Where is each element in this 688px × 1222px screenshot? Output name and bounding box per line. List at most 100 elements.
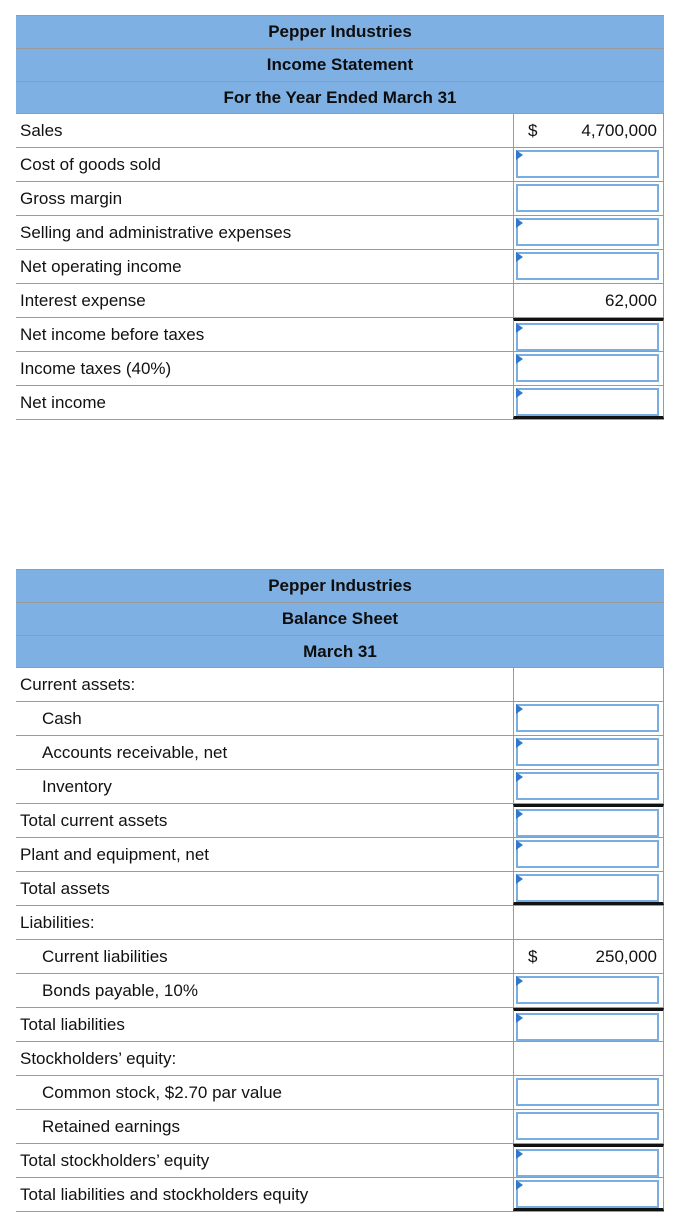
table-row: Total liabilities and stockholders equit… (16, 1178, 664, 1212)
table-row: Net income before taxes (16, 318, 664, 352)
income-statement-period: For the Year Ended March 31 (16, 81, 664, 114)
row-label: Total liabilities and stockholders equit… (20, 1184, 309, 1204)
net-income-before-taxes-input[interactable] (516, 323, 659, 351)
balance-sheet-table: Pepper Industries Balance Sheet March 31… (16, 569, 664, 1212)
balance-sheet-title: Balance Sheet (16, 602, 664, 635)
row-label: Total stockholders’ equity (20, 1150, 210, 1170)
table-row: Total liabilities (16, 1008, 664, 1042)
retained-earnings-input[interactable] (516, 1112, 659, 1140)
row-label: Cost of goods sold (20, 154, 161, 174)
currency-symbol: $ (528, 946, 538, 966)
row-label: Accounts receivable, net (42, 742, 228, 762)
table-row: Total stockholders’ equity (16, 1144, 664, 1178)
row-label: Current liabilities (42, 946, 168, 966)
net-operating-income-input[interactable] (516, 252, 659, 280)
dropdown-marker-icon (516, 840, 523, 850)
net-income-input[interactable] (516, 388, 659, 416)
table-row: Total current assets (16, 804, 664, 838)
balance-sheet-date: March 31 (16, 635, 664, 668)
inventory-input[interactable] (516, 772, 659, 800)
income-taxes-input[interactable] (516, 354, 659, 382)
dropdown-marker-icon (516, 218, 523, 228)
table-row: Plant and equipment, net (16, 838, 664, 872)
balance-sheet-company: Pepper Industries (16, 569, 664, 602)
total-stockholders-equity-input[interactable] (516, 1149, 659, 1177)
gross-margin-input[interactable] (516, 184, 659, 212)
bonds-payable-input[interactable] (516, 976, 659, 1004)
table-row: Interest expense 62,000 (16, 284, 664, 318)
table-row: Retained earnings (16, 1110, 664, 1144)
section-label: Stockholders’ equity: (20, 1048, 177, 1068)
row-label: Selling and administrative expenses (20, 222, 292, 242)
table-row: Current assets: (16, 668, 664, 702)
table-row: Total assets (16, 872, 664, 906)
section-label: Liabilities: (20, 912, 95, 932)
interest-expense-value: 62,000 (605, 290, 657, 310)
current-liabilities-value: 250,000 (595, 946, 657, 966)
row-label: Bonds payable, 10% (42, 980, 198, 1000)
dropdown-marker-icon (516, 323, 523, 333)
table-row: Income taxes (40%) (16, 352, 664, 386)
cost-of-goods-sold-input[interactable] (516, 150, 659, 178)
row-label: Interest expense (20, 290, 146, 310)
table-row: Stockholders’ equity: (16, 1042, 664, 1076)
row-label: Income taxes (40%) (20, 358, 172, 378)
table-row: Net income (16, 386, 664, 420)
accounts-receivable-input[interactable] (516, 738, 659, 766)
row-label: Net income (20, 392, 106, 412)
cash-input[interactable] (516, 704, 659, 732)
table-row: Bonds payable, 10% (16, 974, 664, 1008)
interest-expense-cell: 62,000 (513, 284, 664, 317)
table-row: Common stock, $2.70 par value (16, 1076, 664, 1110)
row-label: Net income before taxes (20, 324, 205, 344)
table-row: Cost of goods sold (16, 148, 664, 182)
table-row: Inventory (16, 770, 664, 804)
common-stock-input[interactable] (516, 1078, 659, 1106)
table-row: Accounts receivable, net (16, 736, 664, 770)
total-current-assets-input[interactable] (516, 809, 659, 837)
dropdown-marker-icon (516, 704, 523, 714)
total-assets-input[interactable] (516, 874, 659, 902)
plant-equipment-input[interactable] (516, 840, 659, 868)
dropdown-marker-icon (516, 1180, 523, 1190)
table-row: Liabilities: (16, 906, 664, 940)
row-label: Net operating income (20, 256, 182, 276)
dropdown-marker-icon (516, 976, 523, 986)
dropdown-marker-icon (516, 388, 523, 398)
dropdown-marker-icon (516, 809, 523, 819)
income-statement-company: Pepper Industries (16, 15, 664, 48)
row-label: Plant and equipment, net (20, 844, 210, 864)
table-row: Selling and administrative expenses (16, 216, 664, 250)
row-label: Total assets (20, 878, 110, 898)
table-row: Current liabilities $ 250,000 (16, 940, 664, 974)
table-row: Net operating income (16, 250, 664, 284)
dropdown-marker-icon (516, 1013, 523, 1023)
selling-admin-expenses-input[interactable] (516, 218, 659, 246)
row-label: Total liabilities (20, 1014, 125, 1034)
total-liabilities-input[interactable] (516, 1013, 659, 1041)
section-label: Current assets: (20, 674, 136, 694)
row-label: Common stock, $2.70 par value (42, 1082, 283, 1102)
table-row: Cash (16, 702, 664, 736)
sales-value-cell: $ 4,700,000 (513, 114, 664, 147)
sales-value: 4,700,000 (581, 120, 657, 140)
table-row: Gross margin (16, 182, 664, 216)
dropdown-marker-icon (516, 252, 523, 262)
dropdown-marker-icon (516, 150, 523, 160)
dropdown-marker-icon (516, 354, 523, 364)
table-row: Sales $ 4,700,000 (16, 114, 664, 148)
row-label: Cash (42, 708, 82, 728)
income-statement-title: Income Statement (16, 48, 664, 81)
currency-symbol: $ (528, 120, 538, 140)
dropdown-marker-icon (516, 874, 523, 884)
row-label: Gross margin (20, 188, 123, 208)
income-statement-table: Pepper Industries Income Statement For t… (16, 15, 664, 420)
row-label: Inventory (42, 776, 112, 796)
row-label: Total current assets (20, 810, 168, 830)
dropdown-marker-icon (516, 1149, 523, 1159)
row-label: Retained earnings (42, 1116, 180, 1136)
dropdown-marker-icon (516, 738, 523, 748)
current-liabilities-cell: $ 250,000 (513, 940, 664, 973)
total-liabilities-equity-input[interactable] (516, 1180, 659, 1208)
dropdown-marker-icon (516, 772, 523, 782)
